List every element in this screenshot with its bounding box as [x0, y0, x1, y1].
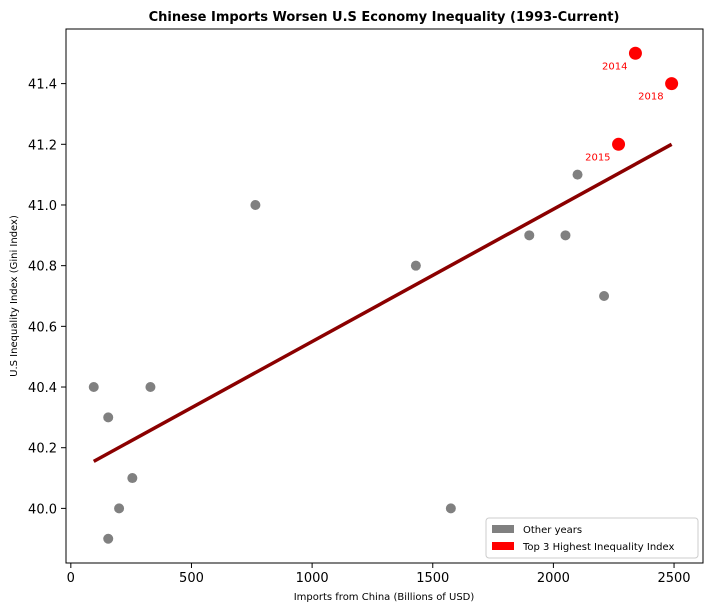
- legend-swatch-other-years: [492, 525, 514, 533]
- x-axis: 0 500 1000 1500 2000 2500: [67, 563, 691, 586]
- trendline-layer: [92, 142, 673, 463]
- x-tick-label: 0: [67, 571, 75, 586]
- x-tick-label: 1000: [296, 571, 329, 586]
- y-tick-label: 40.8: [28, 260, 57, 275]
- legend-box: [485, 517, 699, 559]
- x-axis-title: Imports from China (Billions of USD): [294, 592, 475, 603]
- y-tick-label: 41.0: [28, 199, 57, 214]
- y-tick-label: 40.0: [28, 502, 57, 517]
- x-tick-label: 2500: [657, 571, 690, 586]
- y-tick-label: 40.4: [28, 381, 57, 396]
- legend: Other years Top 3 Highest Inequality Ind…: [485, 517, 699, 559]
- point-label-2014: 2014: [602, 61, 627, 72]
- data-point-other: [145, 382, 156, 393]
- data-point-other: [127, 473, 138, 484]
- legend-swatch-top-3: [492, 542, 514, 550]
- x-tick-label: 500: [179, 571, 204, 586]
- data-point-other: [114, 503, 125, 514]
- plot-area: [65, 28, 704, 564]
- data-point-other: [88, 382, 99, 393]
- data-point-other: [524, 230, 535, 241]
- x-tick-label: 2000: [537, 571, 570, 586]
- y-tick-label: 41.4: [28, 78, 57, 93]
- data-point-other: [560, 230, 571, 241]
- data-point-other: [103, 533, 114, 544]
- points-layer: [88, 46, 679, 544]
- chart-title: Chinese Imports Worsen U.S Economy Inequ…: [149, 10, 620, 25]
- y-tick-label: 40.6: [28, 320, 57, 335]
- y-axis: 40.0 40.2 40.4 40.6 40.8 41.0 41.2 41.4: [28, 78, 66, 517]
- data-point-other: [103, 412, 114, 423]
- data-point-top: [665, 77, 679, 91]
- x-tick-label: 1500: [416, 571, 449, 586]
- point-label-2015: 2015: [585, 152, 610, 163]
- data-point-other: [599, 291, 610, 301]
- y-axis-title: U.S Inequality Index (Gini Index): [9, 215, 20, 377]
- data-point-other: [572, 169, 583, 180]
- data-point-other: [250, 199, 261, 210]
- legend-label-top-3: Top 3 Highest Inequality Index: [522, 542, 674, 553]
- data-point-top: [628, 46, 642, 60]
- y-tick-label: 40.2: [28, 442, 57, 457]
- data-point-top: [612, 137, 626, 151]
- trendline: [92, 142, 673, 463]
- point-labels: 2014 2015 2018: [585, 61, 664, 163]
- data-point-other: [410, 260, 421, 271]
- data-point-other: [445, 503, 456, 514]
- y-tick-label: 41.2: [28, 138, 57, 153]
- legend-label-other-years: Other years: [523, 525, 582, 536]
- point-label-2018: 2018: [638, 92, 663, 103]
